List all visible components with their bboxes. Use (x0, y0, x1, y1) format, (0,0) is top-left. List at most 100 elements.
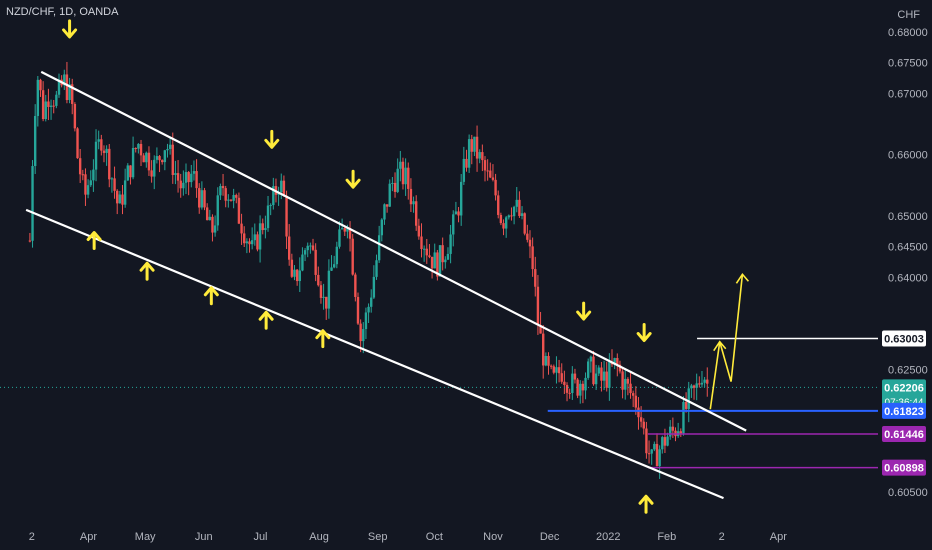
candle-body (256, 234, 259, 250)
candle-body (444, 259, 447, 263)
candle-body (631, 393, 635, 396)
candle-body (637, 407, 640, 418)
candle-body (703, 379, 706, 383)
candle-body (452, 214, 455, 235)
price-label-text: 0.63003 (884, 333, 924, 345)
candle-body (134, 147, 137, 149)
candle-body (39, 79, 42, 91)
down-arrow-icon (264, 129, 280, 149)
candle-body (459, 181, 463, 216)
candle-body (504, 217, 508, 229)
candle-body (510, 215, 513, 217)
candle-body (317, 274, 320, 286)
candle-body (290, 259, 294, 277)
candle-body (126, 165, 129, 181)
price-label-text: 0.60898 (884, 463, 924, 475)
candle-body (63, 74, 66, 86)
candle-body (298, 270, 301, 282)
candle-body (634, 395, 638, 408)
up-arrow-icon (315, 329, 331, 349)
candle-body (203, 190, 206, 208)
candle-body (44, 101, 47, 120)
candle-body (576, 379, 579, 396)
candle-body (139, 143, 143, 156)
candle-body (327, 270, 331, 309)
candle-body (264, 228, 267, 231)
candle-body (518, 199, 521, 216)
projection-arrowhead (735, 272, 750, 284)
candle-body (571, 373, 574, 394)
candle-body (213, 225, 217, 233)
candle-body (626, 378, 630, 384)
y-tick-label: 0.67000 (888, 88, 928, 100)
candle-body (594, 373, 598, 385)
candle-body (401, 161, 405, 185)
up-arrow-icon (139, 261, 155, 281)
candle-body (182, 182, 185, 189)
candle-body (497, 195, 500, 215)
candle-body (261, 223, 264, 231)
candle-body (235, 195, 238, 198)
candle-body (208, 216, 212, 221)
candle-body (700, 382, 704, 385)
x-tick-label: May (135, 531, 156, 543)
candle-body (31, 166, 34, 241)
candle-body (171, 144, 174, 175)
candle-body (531, 246, 534, 270)
candle-body (639, 417, 643, 422)
candle-body (200, 190, 204, 208)
candle-body (163, 150, 167, 163)
candle-body (412, 201, 415, 205)
candle-body (73, 103, 77, 129)
candle-body (28, 240, 32, 242)
candle-body (84, 174, 87, 195)
price-label-text: 0.61823 (884, 406, 924, 418)
candle-body (568, 392, 571, 394)
candle-body (245, 241, 249, 244)
candle-body (573, 373, 577, 380)
candle-body (176, 173, 180, 181)
candle-body (332, 264, 336, 268)
candle-body (287, 236, 291, 260)
candle-body (240, 223, 243, 234)
y-tick-label: 0.68000 (888, 27, 928, 39)
candle-body (491, 177, 495, 180)
candle-body (266, 205, 270, 229)
candle-body (602, 371, 606, 381)
candle-body (301, 254, 304, 271)
down-arrow-icon (636, 323, 652, 343)
candle-body (232, 195, 235, 201)
candle-body (433, 252, 436, 269)
down-arrow-icon (62, 19, 78, 39)
candle-body (655, 443, 659, 467)
candle-body (560, 373, 563, 382)
y-tick-label: 0.66000 (888, 150, 928, 162)
candle-body (97, 139, 100, 142)
x-tick-label: 2 (719, 531, 725, 543)
candle-body (616, 358, 619, 365)
candle-body (669, 426, 672, 437)
candle-body (404, 167, 407, 185)
candle-body (195, 171, 198, 189)
candle-body (147, 152, 151, 171)
candle-body (690, 385, 693, 389)
candle-body (380, 219, 384, 236)
candle-body (552, 366, 555, 373)
candle-body (221, 186, 225, 189)
candle-body (258, 223, 262, 250)
projection-path (709, 274, 744, 410)
candle-body (145, 152, 148, 163)
candle-body (618, 364, 622, 372)
x-tick-label: 2022 (596, 531, 620, 543)
candle-body (658, 449, 661, 467)
candle-body (100, 139, 103, 151)
candle-body (624, 378, 627, 390)
candle-body (351, 238, 354, 275)
candle-body (227, 199, 230, 201)
candle-body (536, 286, 540, 326)
candle-body (216, 195, 219, 226)
candle-body (383, 204, 386, 220)
candle-body (438, 245, 442, 277)
